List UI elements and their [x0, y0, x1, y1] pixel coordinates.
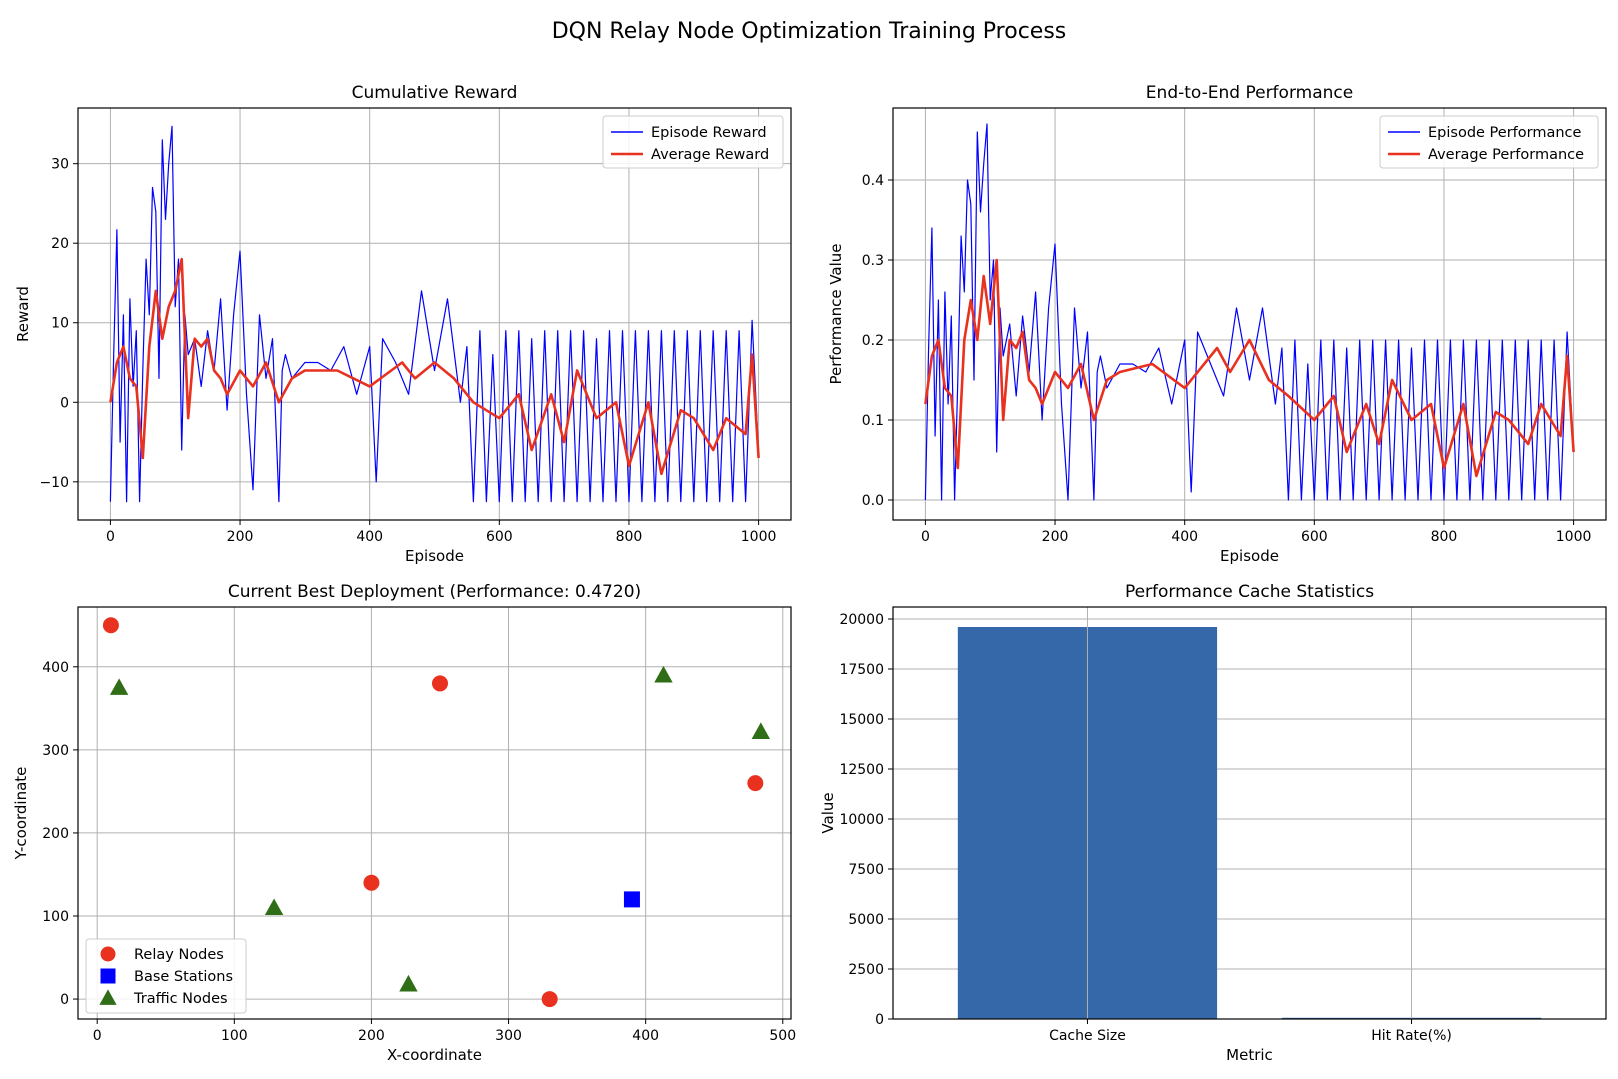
y-axis-label: Reward	[14, 286, 32, 342]
x-tick-label: 200	[227, 529, 254, 545]
y-tick-label: 0.1	[862, 413, 884, 429]
episode-series-line	[109, 125, 760, 503]
traffic-node-point	[751, 722, 771, 739]
x-tick-label: 800	[616, 529, 643, 545]
y-tick-label: 0	[875, 1012, 884, 1028]
traffic-node-point	[109, 678, 129, 695]
y-tick-label: 0.3	[862, 253, 884, 269]
legend-box	[602, 115, 784, 169]
figure-title: DQN Relay Node Optimization Training Pro…	[552, 19, 1067, 44]
y-axis-label: Y-coordinate	[12, 767, 30, 861]
relay-node-point	[541, 991, 558, 1008]
x-tick-label: 100	[221, 1028, 248, 1044]
x-tick-label: 800	[1431, 529, 1458, 545]
legend: Relay Nodes Base Stations Traffic Nodes	[85, 938, 247, 1014]
legend-label: Average Reward	[651, 147, 769, 163]
relay-node-point	[363, 874, 380, 891]
deployment-chart: Current Best Deployment (Performance: 0.…	[12, 582, 796, 1064]
legend-box	[1379, 115, 1599, 169]
relay-node-point	[102, 617, 119, 634]
legend-swatch	[99, 989, 117, 1005]
y-tick-label: 15000	[839, 712, 884, 728]
y-tick-label: 20	[51, 236, 69, 252]
x-tick-label: 0	[921, 529, 930, 545]
y-tick-label: 100	[42, 909, 69, 925]
x-tick-label: 1000	[1556, 529, 1592, 545]
x-tick-label: 0	[106, 529, 115, 545]
legend-label: Episode Reward	[651, 125, 767, 141]
chart-title: End-to-End Performance	[1146, 83, 1353, 103]
chart-title: Performance Cache Statistics	[1125, 582, 1374, 602]
legend-label: Average Performance	[1428, 147, 1584, 163]
reward-chart: Cumulative Reward −10 0 10 20 30 0 200 400 600 800…	[14, 83, 792, 565]
y-tick-label: 17500	[839, 662, 884, 678]
y-axis-label: Value	[819, 792, 837, 833]
y-tick-label: 20000	[839, 612, 884, 628]
x-tick-label: 600	[1301, 529, 1328, 545]
chart-title: Cumulative Reward	[352, 83, 518, 103]
x-axis-label: X-coordinate	[387, 1046, 482, 1064]
chart-title: Current Best Deployment (Performance: 0.…	[228, 582, 641, 602]
plot-frame	[892, 606, 1607, 1020]
x-tick-label: 500	[769, 1028, 796, 1044]
x-axis-label: Episode	[405, 547, 464, 565]
cache-bar-chart: Performance Cache Statistics 0 2500 5000 750…	[819, 582, 1607, 1064]
y-tick-label: 10	[51, 316, 69, 332]
y-tick-label: −10	[39, 475, 69, 491]
y-tick-label: 7500	[848, 862, 884, 878]
y-tick-label: 300	[42, 743, 69, 759]
x-axis-label: Metric	[1226, 1046, 1273, 1064]
y-tick-label: 200	[42, 826, 69, 842]
x-tick-label: Cache Size	[1049, 1028, 1126, 1044]
x-tick-label: 600	[486, 529, 513, 545]
performance-chart: End-to-End Performance 0.0 0.1 0.2 0.3 0.4 0 20…	[827, 83, 1607, 565]
x-tick-label: 400	[1171, 529, 1198, 545]
legend-label: Traffic Nodes	[133, 991, 228, 1007]
relay-node-point	[747, 775, 764, 792]
legend-label: Relay Nodes	[134, 947, 224, 963]
traffic-node-point	[399, 974, 418, 992]
legend: Episode Reward Average Reward	[602, 115, 784, 169]
x-tick-label: 200	[358, 1028, 385, 1044]
plot-frame	[892, 107, 1607, 521]
y-tick-label: 2500	[848, 962, 884, 978]
y-tick-label: 0.4	[862, 173, 884, 189]
average-series-line	[109, 257, 760, 476]
x-tick-label: 400	[356, 529, 383, 545]
y-tick-label: 0	[60, 992, 69, 1008]
y-tick-label: 0	[60, 395, 69, 411]
plot-frame	[77, 606, 792, 1020]
x-tick-label: 0	[93, 1028, 102, 1044]
y-axis-label: Performance Value	[827, 243, 845, 384]
legend-box	[85, 938, 247, 1014]
y-tick-label: 0.0	[862, 493, 884, 509]
base-station-point	[623, 891, 640, 908]
average-series-line	[924, 258, 1575, 478]
legend-swatch	[100, 968, 116, 984]
legend: Episode Performance Average Performance	[1379, 115, 1599, 169]
episode-series-line	[924, 123, 1575, 501]
traffic-node-point	[264, 898, 284, 916]
y-tick-label: 30	[51, 157, 69, 173]
x-tick-label: 300	[495, 1028, 522, 1044]
y-tick-label: 5000	[848, 912, 884, 928]
y-tick-label: 0.2	[862, 333, 884, 349]
legend-swatch	[100, 946, 116, 962]
y-tick-label: 400	[42, 660, 69, 676]
traffic-node-point	[654, 665, 673, 683]
plot-frame	[77, 107, 792, 521]
x-axis-label: Episode	[1220, 547, 1279, 565]
legend-label: Episode Performance	[1428, 125, 1582, 141]
x-tick-label: 200	[1042, 529, 1069, 545]
x-tick-label: Hit Rate(%)	[1371, 1028, 1452, 1044]
x-tick-label: 1000	[741, 529, 777, 545]
x-tick-label: 400	[632, 1028, 659, 1044]
relay-node-point	[431, 675, 448, 692]
y-tick-label: 10000	[839, 812, 884, 828]
legend-label: Base Stations	[134, 969, 233, 985]
y-tick-label: 12500	[839, 762, 884, 778]
